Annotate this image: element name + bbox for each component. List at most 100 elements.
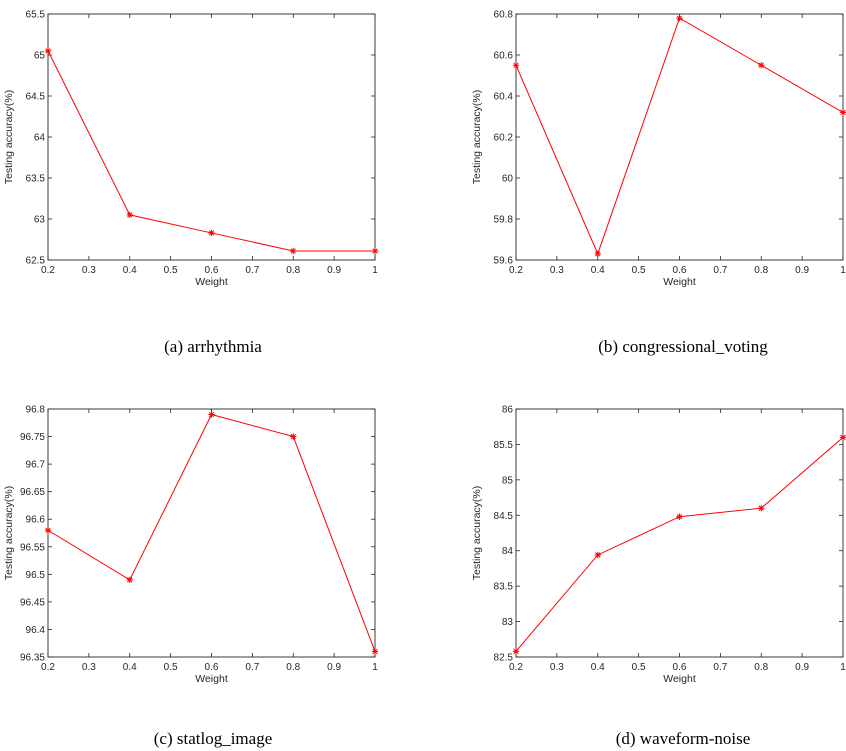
y-tick-label: 83 — [502, 617, 514, 628]
x-axis-label: Weight — [663, 673, 696, 685]
x-tick-label: 0.3 — [82, 265, 96, 276]
x-tick-label: 0.8 — [754, 662, 768, 673]
y-axis-label: Testing accuracy(%) — [3, 90, 15, 185]
y-tick-label: 96.7 — [26, 460, 46, 471]
data-point-marker — [594, 551, 601, 559]
data-point-marker — [290, 247, 297, 255]
chart-panel-statlog-image: 0.2 0.3 0.4 0.5 0.6 0.7 0.8 0.9 1 96.35 96.4 96.45 9… — [3, 405, 378, 749]
chart-panel-congressional-voting: 0.2 0.3 0.4 0.5 0.6 0.7 0.8 0.9 1 59.6 59.8 60 60.2 6… — [471, 10, 846, 356]
y-tick-label: 63 — [34, 215, 46, 226]
x-tick-label: 0.5 — [164, 662, 178, 673]
x-tick-label: 0.5 — [632, 662, 646, 673]
x-tick-label: 1 — [840, 265, 846, 276]
data-point-marker — [676, 513, 683, 520]
x-axis-label: Weight — [663, 276, 696, 288]
y-tick-label: 96.6 — [26, 515, 46, 526]
x-tick-label: 0.6 — [673, 265, 687, 276]
x-tick-label: 0.8 — [286, 265, 300, 276]
subfigure-caption: (c) statlog_image — [154, 729, 273, 748]
x-tick-label: 0.3 — [550, 662, 564, 673]
x-tick-label: 0.9 — [795, 662, 809, 673]
y-tick-label: 82.5 — [494, 653, 514, 664]
data-point-marker — [839, 434, 846, 441]
data-point-marker — [44, 527, 52, 534]
x-tick-label: 1 — [372, 662, 378, 673]
subfigure-caption: (d) waveform-noise — [616, 729, 751, 748]
y-axis-label: Testing accuracy(%) — [471, 486, 483, 581]
x-tick-label: 0.7 — [245, 662, 259, 673]
x-tick-label: 0.4 — [591, 662, 605, 673]
y-tick-label: 96.55 — [20, 542, 45, 553]
data-point-marker — [512, 62, 520, 69]
data-point-marker — [371, 247, 379, 255]
plot-frame — [47, 13, 376, 261]
data-point-marker — [126, 211, 133, 219]
x-tick-label: 0.8 — [754, 265, 768, 276]
plot-frame — [515, 13, 844, 261]
x-axis-label: Weight — [195, 673, 228, 685]
x-tick-label: 0.2 — [509, 662, 523, 673]
x-tick-label: 0.7 — [713, 662, 727, 673]
plot-frame — [515, 408, 844, 658]
x-tick-label: 0.4 — [591, 265, 605, 276]
x-tick-label: 0.7 — [713, 265, 727, 276]
x-tick-label: 0.2 — [41, 662, 55, 673]
series-line — [515, 17, 844, 256]
y-tick-label: 96.5 — [26, 570, 46, 581]
x-tick-label: 0.3 — [550, 265, 564, 276]
y-tick-label: 60.8 — [494, 10, 514, 21]
y-tick-label: 83.5 — [494, 582, 514, 593]
data-point-marker — [594, 250, 601, 258]
y-tick-label: 64 — [34, 133, 46, 144]
y-tick-label: 60.4 — [494, 92, 514, 103]
x-tick-label: 0.4 — [123, 265, 137, 276]
y-tick-label: 64.5 — [26, 92, 46, 103]
y-tick-label: 96.8 — [26, 405, 46, 416]
y-axis-label: Testing accuracy(%) — [471, 90, 483, 185]
data-point-marker — [208, 229, 215, 237]
y-tick-label: 84 — [502, 546, 514, 557]
y-tick-label: 96.65 — [20, 487, 45, 498]
x-tick-label: 0.9 — [795, 265, 809, 276]
y-tick-label: 96.75 — [20, 432, 45, 443]
y-tick-label: 60 — [502, 174, 514, 185]
data-point-marker — [290, 433, 297, 440]
y-tick-label: 85 — [502, 475, 514, 486]
data-point-marker — [758, 62, 765, 69]
y-tick-label: 85.5 — [494, 440, 514, 451]
y-tick-label: 96.4 — [26, 625, 46, 636]
x-tick-label: 0.9 — [327, 662, 341, 673]
y-tick-label: 96.35 — [20, 653, 45, 664]
y-tick-label: 63.5 — [26, 174, 46, 185]
x-tick-label: 0.6 — [673, 662, 687, 673]
data-point-marker — [371, 648, 379, 655]
subfigure-caption: (b) congressional_voting — [598, 337, 768, 356]
y-tick-label: 65.5 — [26, 10, 46, 21]
x-tick-label: 0.5 — [164, 265, 178, 276]
y-tick-label: 65 — [34, 51, 46, 62]
data-point-marker — [839, 109, 846, 116]
x-tick-label: 0.2 — [41, 265, 55, 276]
subfigure-caption: (a) arrhythmia — [164, 337, 262, 356]
y-tick-label: 59.8 — [494, 215, 514, 226]
x-tick-label: 0.4 — [123, 662, 137, 673]
data-point-marker — [44, 47, 52, 55]
x-tick-label: 0.2 — [509, 265, 523, 276]
y-tick-label: 60.2 — [494, 133, 514, 144]
chart-panel-arrhythmia: 0.2 0.3 0.4 0.5 0.6 0.7 0.8 0.9 1 62.5 63 63.5 64 64.… — [3, 10, 378, 357]
chart-panel-waveform-noise: 0.2 0.3 0.4 0.5 0.6 0.7 0.8 0.9 1 82.5 83 83.5 84 84.… — [471, 405, 846, 748]
y-tick-label: 60.6 — [494, 51, 514, 62]
y-tick-label: 84.5 — [494, 511, 514, 522]
data-point-marker — [676, 14, 683, 22]
x-tick-label: 0.9 — [327, 265, 341, 276]
x-tick-label: 0.8 — [286, 662, 300, 673]
data-point-marker — [126, 576, 133, 584]
series-line — [47, 413, 376, 652]
series-line — [47, 50, 375, 252]
x-tick-label: 0.6 — [205, 265, 219, 276]
x-axis-label: Weight — [195, 276, 228, 288]
x-tick-label: 1 — [372, 265, 378, 276]
data-point-marker — [758, 505, 765, 512]
y-tick-label: 62.5 — [26, 256, 46, 267]
